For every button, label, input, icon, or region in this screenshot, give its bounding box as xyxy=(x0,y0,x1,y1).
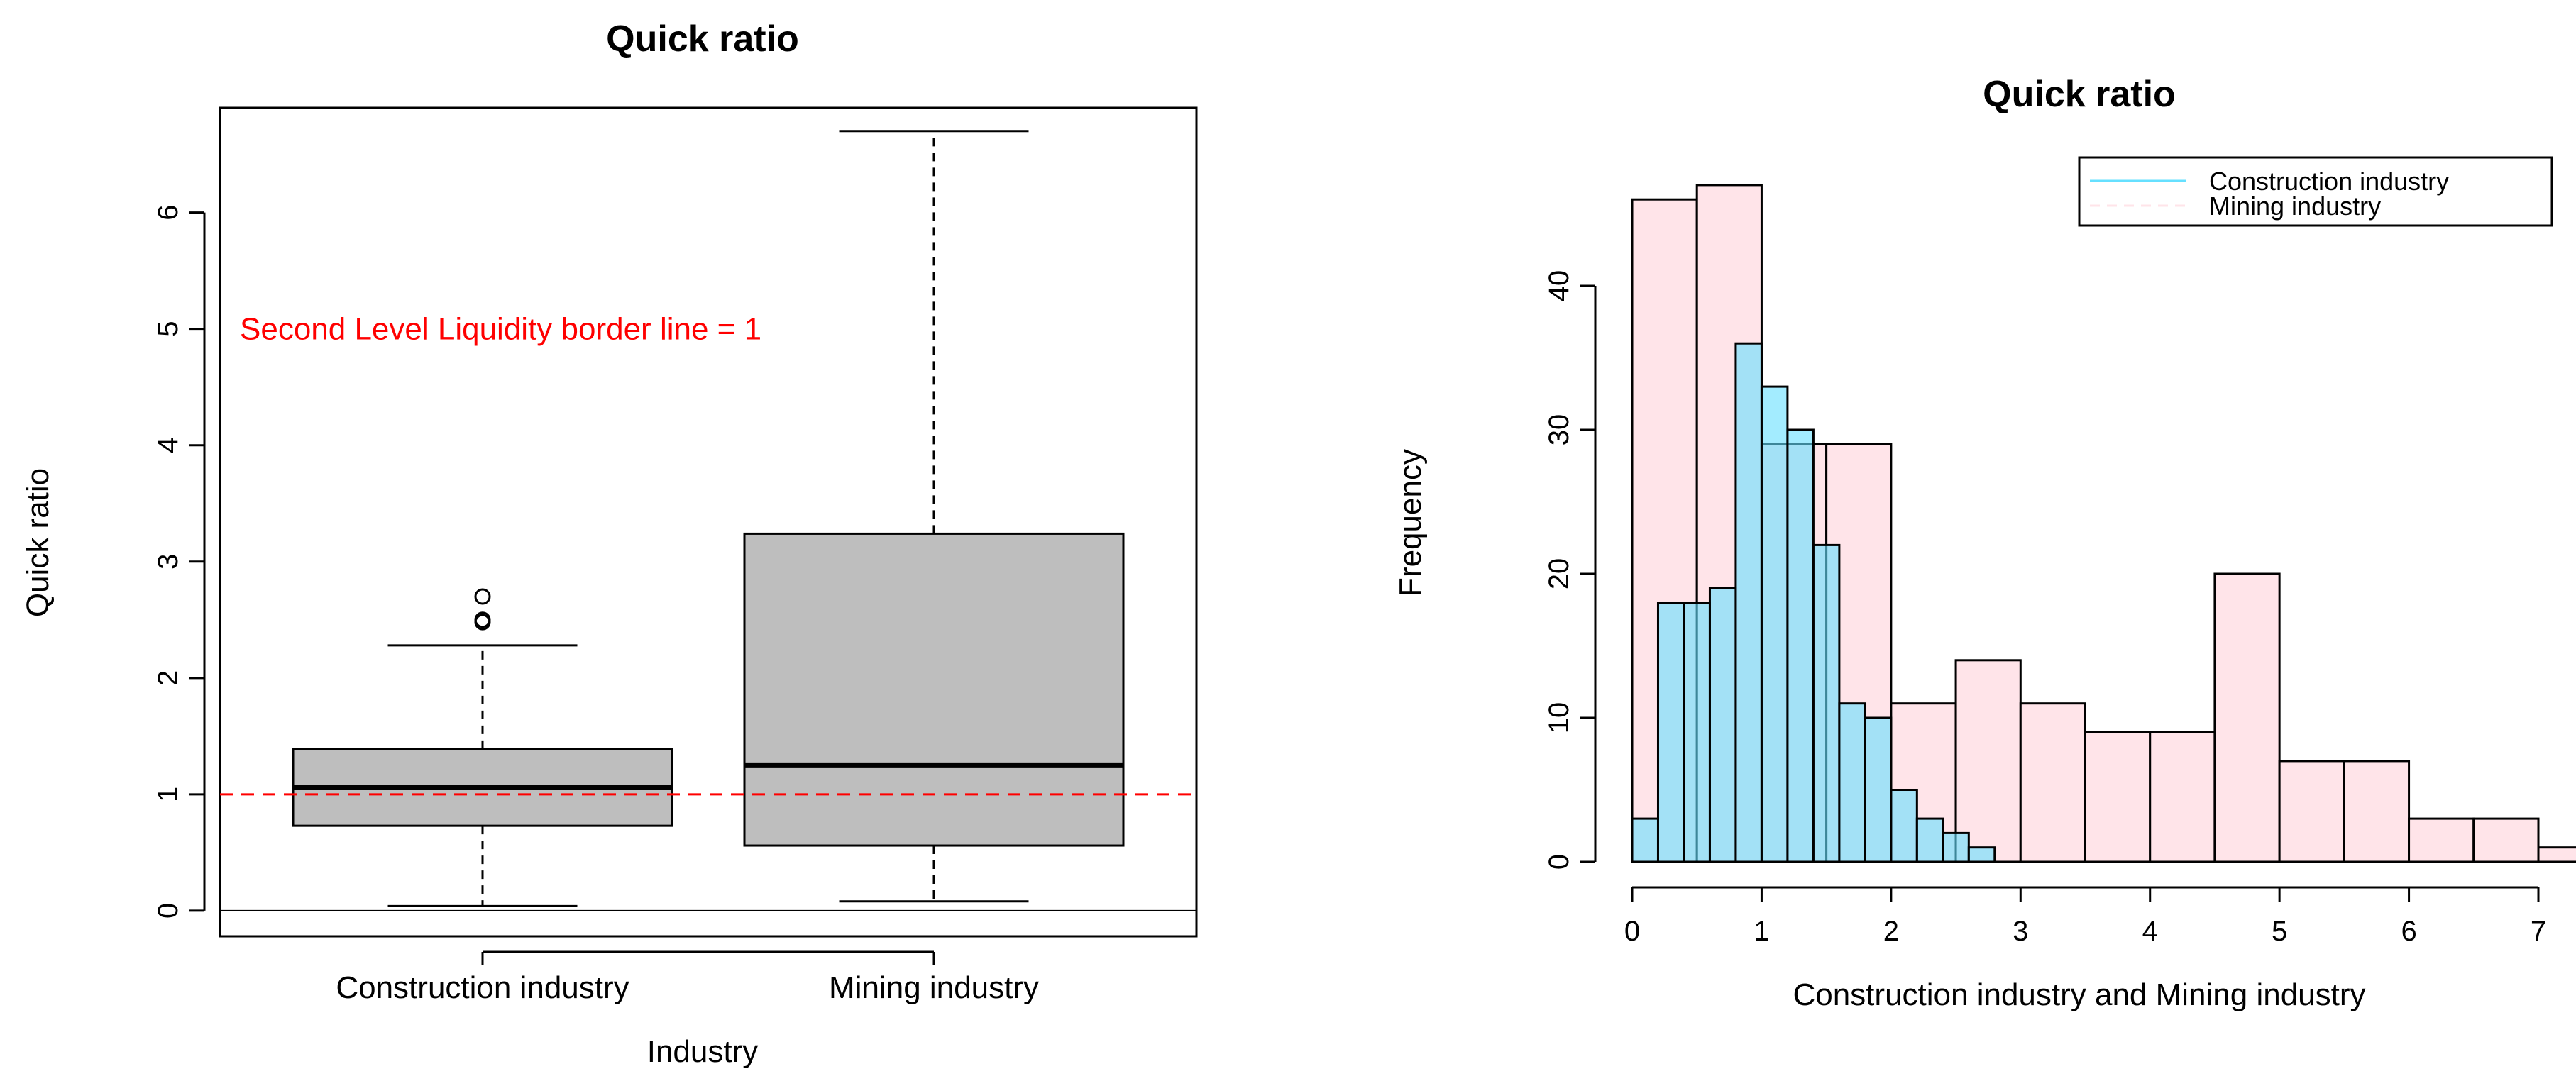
histogram-bar-mining xyxy=(2472,817,2540,863)
boxplot-x-tick-label: Mining industry xyxy=(829,970,1039,1005)
box-group-construction xyxy=(292,588,673,907)
boxplot-x-axis: Construction industry Mining industry xyxy=(336,950,1039,1005)
box-group-mining xyxy=(743,130,1125,903)
boxplot-x-axis-label: Industry xyxy=(647,1034,759,1069)
histogram-x-axis-label: Construction industry and Mining industr… xyxy=(1793,977,2365,1012)
histogram-bars xyxy=(1631,184,2576,863)
iqr-box xyxy=(743,532,1125,847)
histogram-x-tick-label: 7 xyxy=(2531,916,2546,947)
histogram-bar-construction xyxy=(1838,702,1866,863)
boxplot-frame xyxy=(219,106,1198,938)
histogram-series-construction xyxy=(1631,342,1996,863)
legend-box xyxy=(2078,156,2553,227)
histogram-bar-mining xyxy=(1954,659,2022,863)
boxplot-y-tick-label: 2 xyxy=(153,670,184,686)
boxplot-y-tick-label: 6 xyxy=(153,205,184,221)
histogram-y-tick-label: 40 xyxy=(1543,270,1575,302)
histogram-bar-construction xyxy=(1864,716,1893,863)
histogram-bar-mining xyxy=(2278,760,2345,863)
histogram-title: Quick ratio xyxy=(1983,74,2176,115)
legend-label-mining: Mining industry xyxy=(2209,192,2381,221)
boxplot-marks xyxy=(220,130,1196,911)
histogram-x-tick-label: 1 xyxy=(1754,916,1769,947)
histogram-bar-construction xyxy=(1942,831,1970,863)
histogram-x-axis: 0 1 2 3 4 5 6 7 xyxy=(1624,886,2546,947)
histogram-y-tick-label: 30 xyxy=(1543,414,1575,446)
histogram-x-tick-label: 2 xyxy=(1883,916,1899,947)
histogram-bar-mining xyxy=(2019,702,2086,863)
histogram-bar-construction xyxy=(1967,846,1996,863)
liquidity-border-annotation: Second Level Liquidity border line = 1 xyxy=(240,312,761,347)
histogram-y-tick-label: 20 xyxy=(1543,558,1575,590)
boxplot-y-axis: 0 1 2 3 4 5 6 xyxy=(153,205,206,919)
boxplot-y-tick-label: 3 xyxy=(153,554,184,570)
histogram-y-tick-label: 0 xyxy=(1543,854,1575,870)
histogram-y-axis: 0 10 20 30 40 xyxy=(1543,270,1597,870)
histogram-bar-construction xyxy=(1734,342,1763,863)
histogram-y-axis-label: Frequency xyxy=(1393,449,1428,597)
histogram-legend: Construction industry Mining industry xyxy=(2078,156,2553,227)
boxplot-title: Quick ratio xyxy=(606,18,799,60)
histogram-bar-mining xyxy=(2343,760,2411,863)
histogram-bar-mining xyxy=(2537,846,2576,863)
histogram-x-tick-label: 5 xyxy=(2272,916,2287,947)
histogram-bar-construction xyxy=(1683,602,1711,863)
boxplot-y-tick-label: 4 xyxy=(153,438,184,453)
boxplot-y-tick-label: 0 xyxy=(153,903,184,919)
histogram-bar-construction xyxy=(1890,789,1918,863)
histogram-x-tick-label: 3 xyxy=(2013,916,2028,947)
histogram-bar-mining xyxy=(2213,572,2281,863)
histogram-bar-construction xyxy=(1656,602,1685,863)
histogram-bar-construction xyxy=(1631,817,1659,863)
histogram-x-tick-label: 0 xyxy=(1624,916,1640,947)
histogram-y-tick-label: 10 xyxy=(1543,702,1575,734)
histogram-bar-mining xyxy=(2408,817,2475,863)
histogram-panel: Quick ratio Frequency Construction indus… xyxy=(1393,74,2576,1012)
outlier-point xyxy=(474,588,491,605)
boxplot-y-tick-label: 5 xyxy=(153,321,184,337)
histogram-bar-construction xyxy=(1708,587,1737,863)
legend-label-construction: Construction industry xyxy=(2209,167,2449,196)
histogram-bar-construction xyxy=(1915,817,1944,863)
histogram-bar-construction xyxy=(1760,385,1789,863)
histogram-bar-mining xyxy=(2149,731,2216,863)
histogram-bar-mining xyxy=(2084,731,2152,863)
boxplot-x-tick-label: Construction industry xyxy=(336,970,629,1005)
outlier-point xyxy=(474,611,491,628)
boxplot-y-axis-label: Quick ratio xyxy=(21,468,55,617)
histogram-bar-construction xyxy=(1786,428,1815,863)
boxplot-panel: Quick ratio Quick ratio Industry 0 1 2 3 4 5 6… xyxy=(21,18,1198,1069)
histogram-bar-construction xyxy=(1812,543,1841,863)
histogram-x-tick-label: 6 xyxy=(2401,916,2416,947)
boxplot-y-tick-label: 1 xyxy=(153,787,184,802)
histogram-x-tick-label: 4 xyxy=(2142,916,2158,947)
